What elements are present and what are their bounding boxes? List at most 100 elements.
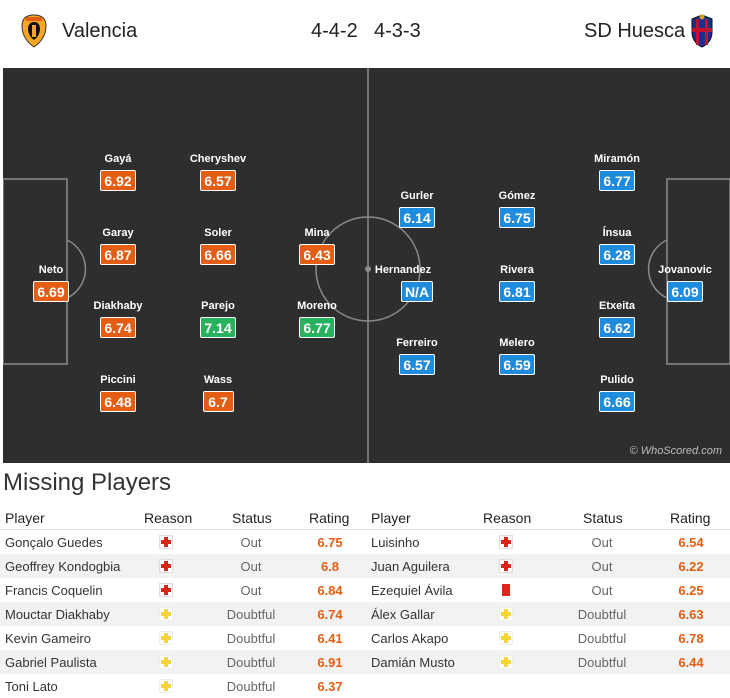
col-status-home: Status (232, 510, 272, 526)
missing-player-name[interactable]: Luisinho (371, 535, 420, 550)
player-insua[interactable]: Ínsua 6.28 (584, 226, 650, 265)
player-rating: 6.28 (599, 244, 635, 265)
player-name: Garay (102, 227, 134, 239)
player-diakhaby[interactable]: Diakhaby 6.74 (85, 299, 151, 338)
player-gomez[interactable]: Gómez 6.75 (484, 189, 550, 228)
table-header: Player Reason Status Rating Player Reaso… (0, 506, 730, 530)
player-hernandez[interactable]: Hernandez N/A (370, 263, 436, 302)
missing-player-name[interactable]: Mouctar Diakhaby (5, 607, 110, 622)
player-name: Piccini (100, 374, 136, 386)
player-neto[interactable]: Neto 6.69 (18, 263, 84, 302)
player-rating: 6.75 (499, 207, 535, 228)
col-rating-away: Rating (670, 510, 711, 526)
col-reason-away: Reason (483, 510, 532, 526)
missing-player-status: Out (591, 535, 613, 550)
missing-player-name[interactable]: Álex Gallar (371, 607, 435, 622)
player-name: Ferreiro (396, 337, 438, 349)
missing-player-rating: 6.22 (678, 559, 704, 574)
pitch: Neto 6.69 Gayá 6.92 Garay 6.87 Diakhaby … (3, 68, 730, 463)
player-miramon[interactable]: Miramón 6.77 (584, 152, 650, 191)
player-name: Neto (38, 264, 64, 276)
player-rating: 7.14 (200, 317, 236, 338)
player-melero[interactable]: Melero 6.59 (484, 336, 550, 375)
player-name: Pulido (600, 374, 634, 386)
player-rating: 6.81 (499, 281, 535, 302)
player-name: Parejo (201, 300, 235, 312)
missing-player-rating: 6.78 (678, 631, 704, 646)
player-name: Rivera (500, 264, 534, 276)
player-gurler[interactable]: Gurler 6.14 (384, 189, 450, 228)
player-name: Moreno (297, 300, 337, 312)
table-row: Mouctar Diakhaby Doubtful 6.74 Álex Gallar D… (0, 602, 730, 626)
player-garay[interactable]: Garay 6.87 (85, 226, 151, 265)
player-moreno[interactable]: Moreno 6.77 (284, 299, 350, 338)
col-player-away: Player (371, 510, 411, 526)
player-name: Melero (499, 337, 535, 349)
player-rating: 6.57 (200, 170, 236, 191)
player-cheryshev[interactable]: Cheryshev 6.57 (185, 152, 251, 191)
missing-player-name[interactable]: Damián Musto (371, 655, 455, 670)
away-formation: 4-3-3 (374, 20, 421, 42)
player-rating: 6.62 (599, 317, 635, 338)
player-rivera[interactable]: Rivera 6.81 (484, 263, 550, 302)
missing-player-name[interactable]: Geoffrey Kondogbia (5, 559, 121, 574)
player-rating: 6.74 (100, 317, 136, 338)
missing-player-status: Doubtful (577, 631, 627, 646)
missing-player-rating: 6.74 (317, 607, 343, 622)
missing-player-name[interactable]: Carlos Akapo (371, 631, 449, 646)
missing-player-status: Doubtful (226, 607, 276, 622)
player-name: Diakhaby (93, 300, 143, 312)
player-jovanovic[interactable]: Jovanovic 6.09 (652, 263, 718, 302)
player-wass[interactable]: Wass 6.7 (185, 373, 251, 412)
missing-player-name[interactable]: Kevin Gameiro (5, 631, 91, 646)
missing-player-name[interactable]: Juan Aguilera (371, 559, 450, 574)
home-team-name[interactable]: Valencia (62, 20, 138, 42)
col-reason-home: Reason (144, 510, 193, 526)
player-gaya[interactable]: Gayá 6.92 (85, 152, 151, 191)
table-row: Gabriel Paulista Doubtful 6.91 Damián Musto… (0, 650, 730, 674)
missing-player-rating: 6.75 (317, 535, 343, 550)
missing-player-status: Doubtful (226, 655, 276, 670)
away-team-name[interactable]: SD Huesca (584, 20, 686, 42)
player-pulido[interactable]: Pulido 6.66 (584, 373, 650, 412)
player-name: Cheryshev (189, 153, 247, 165)
missing-player-status: Doubtful (577, 607, 627, 622)
missing-player-status: Out (240, 535, 262, 550)
missing-player-name[interactable]: Francis Coquelin (5, 583, 103, 598)
missing-player-name[interactable]: Ezequiel Ávila (371, 583, 453, 598)
table-row: Toni Lato Doubtful 6.37 (0, 674, 730, 698)
player-piccini[interactable]: Piccini 6.48 (85, 373, 151, 412)
missing-player-rating: 6.91 (317, 655, 343, 670)
whoscored-watermark: © WhoScored.com (629, 445, 722, 457)
missing-player-name[interactable]: Toni Lato (5, 679, 58, 694)
player-rating: 6.09 (667, 281, 703, 302)
missing-player-status: Out (240, 559, 262, 574)
player-name: Hernandez (374, 264, 432, 276)
player-rating: 6.57 (399, 354, 435, 375)
missing-player-rating: 6.41 (317, 631, 343, 646)
player-rating: 6.69 (33, 281, 69, 302)
player-rating: 6.14 (399, 207, 435, 228)
valencia-crest-icon[interactable] (20, 14, 48, 48)
player-mina[interactable]: Mina 6.43 (284, 226, 350, 265)
huesca-crest-icon[interactable] (688, 14, 716, 48)
missing-player-name[interactable]: Gonçalo Guedes (5, 535, 103, 550)
missing-players-table: Player Reason Status Rating Player Reaso… (0, 506, 730, 698)
missing-player-status: Doubtful (577, 655, 627, 670)
player-parejo[interactable]: Parejo 7.14 (185, 299, 251, 338)
player-name: Soler (204, 227, 232, 239)
missing-player-rating: 6.54 (678, 535, 704, 550)
player-soler[interactable]: Soler 6.66 (185, 226, 251, 265)
table-row: Geoffrey Kondogbia Out 6.8 Juan Aguilera Out… (0, 554, 730, 578)
player-name: Ínsua (602, 227, 632, 239)
col-status-away: Status (583, 510, 623, 526)
missing-player-status: Doubtful (226, 679, 276, 694)
missing-player-name[interactable]: Gabriel Paulista (5, 655, 97, 670)
match-header: Valencia 4-4-2 4-3-3 SD Huesca (0, 0, 730, 66)
player-rating: 6.48 (100, 391, 136, 412)
player-etxeita[interactable]: Etxeita 6.62 (584, 299, 650, 338)
player-ferreiro[interactable]: Ferreiro 6.57 (384, 336, 450, 375)
player-rating: 6.66 (200, 244, 236, 265)
player-name: Gurler (400, 190, 434, 202)
missing-player-status: Out (591, 559, 613, 574)
